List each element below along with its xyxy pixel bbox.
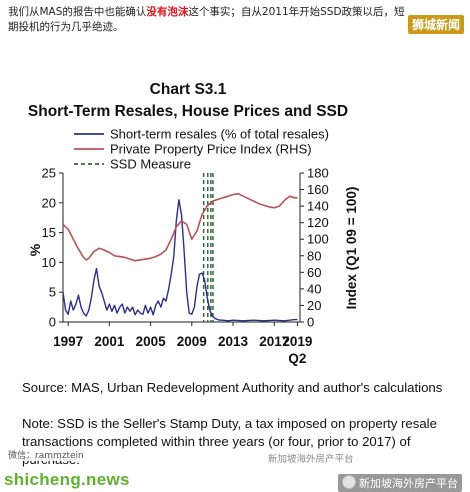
watermark-user: 微信：rammztein xyxy=(6,448,86,461)
right-tick-label: 140 xyxy=(307,199,329,214)
source-note: Source: MAS, Urban Redevelopment Authori… xyxy=(22,380,443,395)
x-extra-label: Q2 xyxy=(288,351,306,366)
legend-label: SSD Measure xyxy=(110,157,191,172)
chart-marks xyxy=(62,173,298,322)
right-tick-label: 60 xyxy=(307,265,321,280)
right-tick-label: 160 xyxy=(307,182,329,197)
x-tick-label: 2005 xyxy=(136,334,167,349)
left-tick-label: 10 xyxy=(42,255,56,270)
watermark-top-right: 狮城新闻 xyxy=(407,15,464,34)
right-tick-label: 20 xyxy=(307,298,321,313)
x-tick-label: 1997 xyxy=(53,334,83,349)
x-tick-label: 2019 xyxy=(282,334,312,349)
left-tick-label: 0 xyxy=(49,315,56,330)
wechat-logo-icon xyxy=(342,475,356,489)
left-tick-label: 25 xyxy=(42,166,56,181)
legend-label: Short-term resales (% of total resales) xyxy=(110,127,329,142)
intro-part-2: 这个事实；自从2011年开始SSD政策以后，短期投机的行为几乎绝迹。 xyxy=(8,6,405,33)
chart-title: Chart S3.1 xyxy=(150,81,227,98)
intro-text: 我们从MAS的报告中也能确认没有泡沫这个事实；自从2011年开始SSD政策以后，… xyxy=(8,5,408,35)
x-tick-label: 2013 xyxy=(218,334,249,349)
intro-highlight: 没有泡沫 xyxy=(146,6,189,18)
watermark-bottom-left: shicheng.news xyxy=(4,470,130,489)
x-tick-label: 2001 xyxy=(94,334,125,349)
watermark-bottom-right: 新加坡海外房产平台 xyxy=(338,474,462,492)
watermark-middle: 新加坡海外房产平台 xyxy=(268,454,354,465)
right-axis-label: Index (Q1 09 = 100) xyxy=(344,187,359,310)
left-tick-label: 5 xyxy=(49,285,56,300)
watermark-bottom-right-label: 新加坡海外房产平台 xyxy=(359,477,458,490)
chart-subtitle: Short-Term Resales, House Prices and SSD xyxy=(28,103,348,120)
left-tick-label: 15 xyxy=(42,225,56,240)
series-line-short-term-resales xyxy=(62,199,298,322)
x-tick-label: 2009 xyxy=(177,334,207,349)
right-tick-label: 40 xyxy=(307,281,321,296)
right-tick-label: 0 xyxy=(307,315,314,330)
ssd-note: Note: SSD is the Seller's Stamp Duty, a … xyxy=(22,416,437,467)
chart-legend: Short-term resales (% of total resales)P… xyxy=(74,127,329,172)
right-tick-label: 180 xyxy=(307,166,329,181)
left-axis-label: % xyxy=(27,243,43,256)
right-tick-label: 120 xyxy=(307,215,329,230)
left-tick-label: 20 xyxy=(42,195,56,210)
x-tick-label: 2017 xyxy=(259,334,289,349)
right-tick-label: 100 xyxy=(307,232,329,247)
legend-label: Private Property Price Index (RHS) xyxy=(110,142,312,157)
right-tick-label: 80 xyxy=(307,248,321,263)
intro-part-1: 我们从MAS的报告中也能确认 xyxy=(8,6,147,18)
series-line-price-index xyxy=(62,192,298,262)
